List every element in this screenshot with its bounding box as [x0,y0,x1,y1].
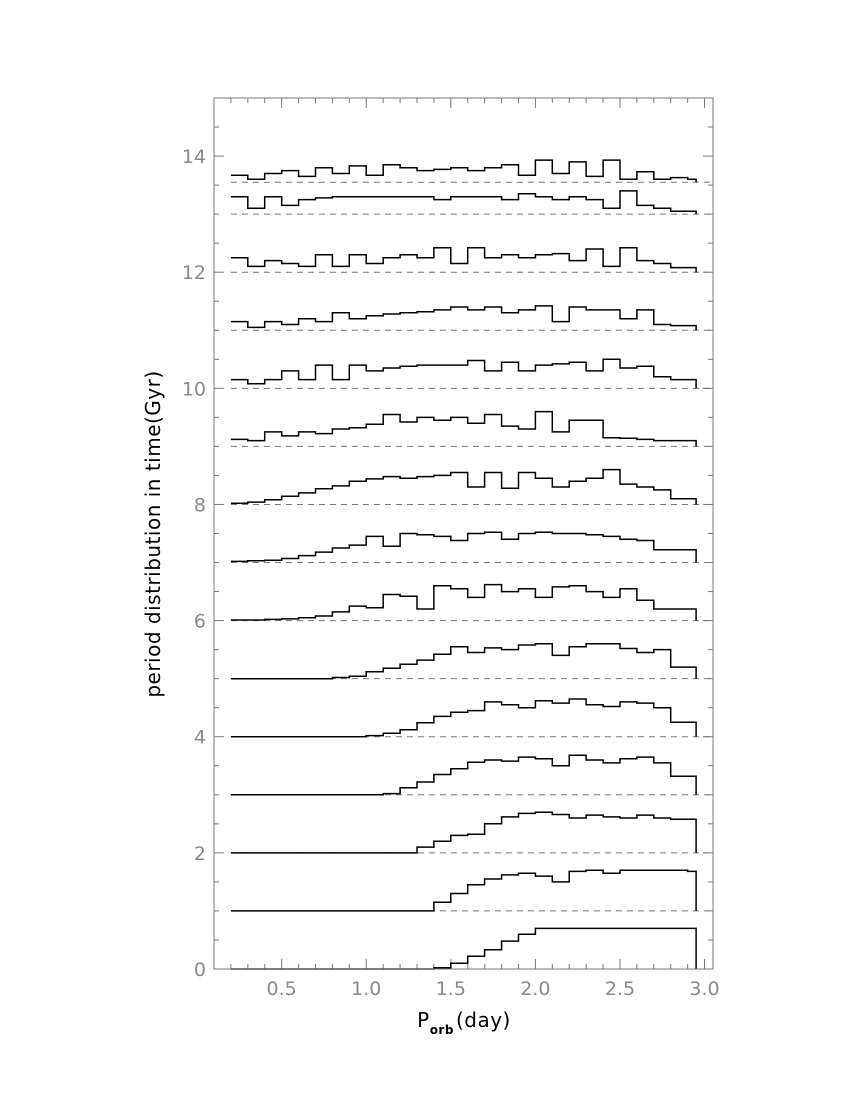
x-tick-label: 3.0 [689,978,719,1000]
x-tick-label: 1.0 [351,978,381,1000]
y-axis-title: period distribution in time(Gyr) [141,370,165,697]
histogram-step-line [230,811,697,854]
y-tick-label: 8 [194,494,206,516]
x-axis-title-unit: (day) [456,1008,511,1032]
y-tick-label: 14 [182,146,206,168]
y-tick-label: 4 [194,727,206,749]
x-tick-label: 2.5 [605,978,635,1000]
histogram-step-line [230,698,697,738]
histogram-step-line [230,869,697,912]
histogram-step-line [230,531,697,563]
x-axis-title-main: P [417,1008,430,1032]
histogram-step-line [230,583,697,621]
plot-frame [213,97,714,970]
histogram-series [230,159,697,970]
x-axis-title: Porb (day) [417,1008,511,1037]
histogram-step-line [230,643,697,680]
histogram-step-line [230,754,697,796]
histogram-step-line [230,247,697,273]
axis-ticks [214,98,713,970]
histogram-step-line [230,358,697,389]
x-tick-label: 2.0 [520,978,550,1000]
y-tick-label: 10 [182,378,206,400]
histogram-step-line [230,410,697,447]
y-tick-label: 6 [194,611,206,633]
x-tick-label: 0.5 [267,978,297,1000]
y-tick-label: 2 [194,843,206,865]
y-tick-label: 12 [182,262,206,284]
series-baselines [230,181,713,912]
histogram-step-line [230,468,697,505]
tick-labels: 0.5 1.0 1.5 2.0 2.5 3.0 0 2 4 6 8 10 12 14 [182,146,720,1000]
histogram-step-line [230,305,697,331]
x-axis-title-sub: orb [430,1023,454,1037]
histogram-step-line [230,927,697,970]
histogram-step-line [230,159,697,183]
y-tick-label: 0 [194,959,206,981]
histogram-step-line [230,190,697,215]
x-tick-label: 1.5 [436,978,466,1000]
